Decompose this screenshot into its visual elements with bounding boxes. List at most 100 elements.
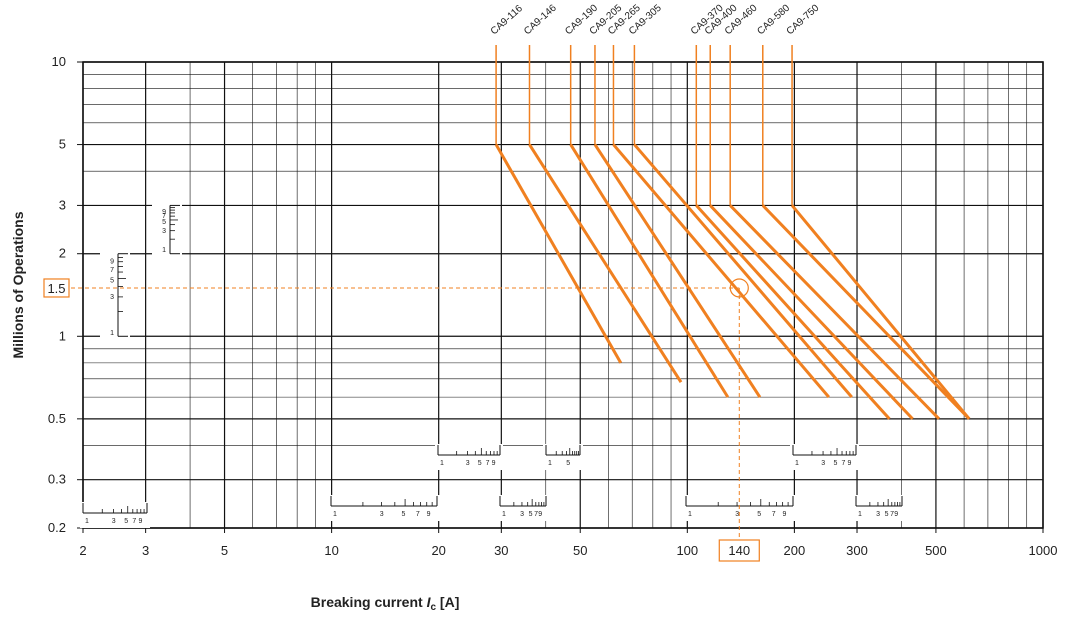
inset-10-20-label: 7 bbox=[416, 511, 420, 518]
highlight-x-label: 140 bbox=[728, 543, 750, 558]
inset-200-300-label: 1 bbox=[795, 460, 799, 467]
inset-20-30-bg bbox=[435, 444, 503, 470]
inset-1-2-label: 1 bbox=[110, 330, 114, 337]
inset-100-200-label: 9 bbox=[783, 511, 787, 518]
inset-300-400-label: 5 bbox=[885, 511, 889, 518]
series-line bbox=[729, 204, 941, 420]
inset-2-3-label: 3 bbox=[112, 518, 116, 525]
inset-30-40-label: 1 bbox=[502, 511, 506, 518]
series-line bbox=[761, 204, 971, 420]
x-tick-labels: 2 3 5 10 20 30 50 100 200 300 500 1000 bbox=[79, 543, 1057, 558]
x-tick-label: 500 bbox=[925, 543, 947, 558]
x-tick-label: 20 bbox=[431, 543, 445, 558]
y-tick-label: 0.2 bbox=[48, 520, 66, 535]
y-tick-label: 0.3 bbox=[48, 472, 66, 487]
x-axis-title: Breaking current Ic [A] bbox=[311, 594, 460, 613]
inset-2-3y-label: 9 bbox=[162, 209, 166, 216]
inset-300-400-label: 1 bbox=[858, 511, 862, 518]
y-tick-label: 0.5 bbox=[48, 411, 66, 426]
series-line bbox=[528, 143, 683, 384]
inset-100-200-label: 1 bbox=[688, 511, 692, 518]
x-tick-label: 5 bbox=[221, 543, 228, 558]
inset-200-300-label: 3 bbox=[821, 460, 825, 467]
inset-2-3y-label: 3 bbox=[162, 228, 166, 235]
inset-20-30-label: 1 bbox=[440, 460, 444, 467]
inset-200-300-label: 5 bbox=[833, 460, 837, 467]
inset-20-30-label: 9 bbox=[492, 460, 496, 467]
inset-1-2-label: 7 bbox=[110, 267, 114, 274]
inset-1-2-bg bbox=[100, 251, 130, 339]
inset-2-3y-label: 7 bbox=[162, 213, 166, 220]
series-line bbox=[612, 143, 830, 399]
series-line bbox=[494, 143, 623, 364]
inset-2-3-bg bbox=[80, 502, 150, 528]
inset-10-20-label: 9 bbox=[427, 511, 431, 518]
inset-10-20-label: 1 bbox=[333, 511, 337, 518]
inset-1-2-label: 3 bbox=[110, 294, 114, 301]
series-line bbox=[569, 143, 730, 398]
inset-10-20-bg bbox=[328, 495, 440, 521]
inset-30-40-bg bbox=[497, 495, 549, 521]
highlight-x-box bbox=[718, 539, 760, 562]
inset-300-400-label: 3 bbox=[876, 511, 880, 518]
highlight-circle bbox=[729, 278, 749, 298]
inset-30-40-label: 7 bbox=[534, 511, 538, 518]
y-tick-label: 5 bbox=[59, 137, 66, 152]
highlight-guides: 1.5 140 bbox=[43, 278, 760, 562]
inset-100-200-label: 3 bbox=[735, 511, 739, 518]
y-tick-label: 1 bbox=[59, 328, 66, 343]
scale-insets: 1 3 5 7 91 3 5 7 91 3 5 7 91 3 5 7 91 51 3 5 7 91 3 5 7 91 3 5 7 9135… bbox=[80, 203, 905, 528]
highlight-y-label: 1.5 bbox=[47, 281, 65, 296]
inset-1-2-label: 5 bbox=[110, 278, 114, 285]
highlight-y-box bbox=[43, 278, 70, 298]
inset-2-3-label: 7 bbox=[132, 518, 136, 525]
inset-20-30-label: 5 bbox=[478, 460, 482, 467]
x-tick-label: 10 bbox=[324, 543, 338, 558]
inset-30-40-label: 3 bbox=[520, 511, 524, 518]
series-line bbox=[695, 204, 891, 420]
inset-300-400-bg bbox=[853, 495, 905, 521]
inset-1-2-label: 9 bbox=[110, 259, 114, 266]
inset-40-50-label: 1 bbox=[548, 460, 552, 467]
x-tick-label: 200 bbox=[784, 543, 806, 558]
series-label: CA9-146 bbox=[522, 2, 559, 37]
inset-300-400-label: 7 bbox=[890, 511, 894, 518]
inset-100-200-label: 5 bbox=[757, 511, 761, 518]
inset-40-50-bg bbox=[543, 444, 583, 470]
y-tick-label: 10 bbox=[52, 54, 66, 69]
x-tick-label: 1000 bbox=[1029, 543, 1058, 558]
x-tick-label: 2 bbox=[79, 543, 86, 558]
inset-40-50-label: 5 bbox=[566, 460, 570, 467]
inset-10-20-label: 5 bbox=[402, 511, 406, 518]
series-line bbox=[633, 143, 853, 399]
inset-30-40-label: 5 bbox=[529, 511, 533, 518]
inset-2-3-label: 9 bbox=[138, 518, 142, 525]
series-line bbox=[709, 204, 914, 420]
series-label: CA9-750 bbox=[785, 2, 822, 37]
x-tick-label: 50 bbox=[573, 543, 587, 558]
y-tick-label: 3 bbox=[59, 197, 66, 212]
inset-10-20-label: 3 bbox=[380, 511, 384, 518]
inset-2-3-label: 1 bbox=[85, 518, 89, 525]
grid bbox=[77, 61, 1044, 533]
x-tick-label: 30 bbox=[494, 543, 508, 558]
inset-2-3y-label: 5 bbox=[162, 219, 166, 226]
y-tick-labels: 0.2 0.3 0.5 1 2 3 5 10 bbox=[48, 54, 66, 535]
series-line bbox=[593, 143, 762, 398]
inset-200-300-bg bbox=[790, 444, 859, 470]
series-line bbox=[790, 204, 971, 420]
inset-300-400-label: 9 bbox=[894, 511, 898, 518]
plot-frame bbox=[82, 61, 1044, 529]
x-tick-label: 300 bbox=[846, 543, 868, 558]
x-tick-label: 3 bbox=[142, 543, 149, 558]
inset-200-300-label: 7 bbox=[842, 460, 846, 467]
inset-2-3y-label: 1 bbox=[162, 247, 166, 254]
inset-30-40-label: 9 bbox=[538, 511, 542, 518]
inset-2-3y-bg bbox=[152, 203, 182, 256]
inset-2-3-label: 5 bbox=[124, 518, 128, 525]
inset-20-30-label: 7 bbox=[486, 460, 490, 467]
series-lines bbox=[494, 45, 971, 420]
series-label: CA9-116 bbox=[489, 3, 525, 37]
